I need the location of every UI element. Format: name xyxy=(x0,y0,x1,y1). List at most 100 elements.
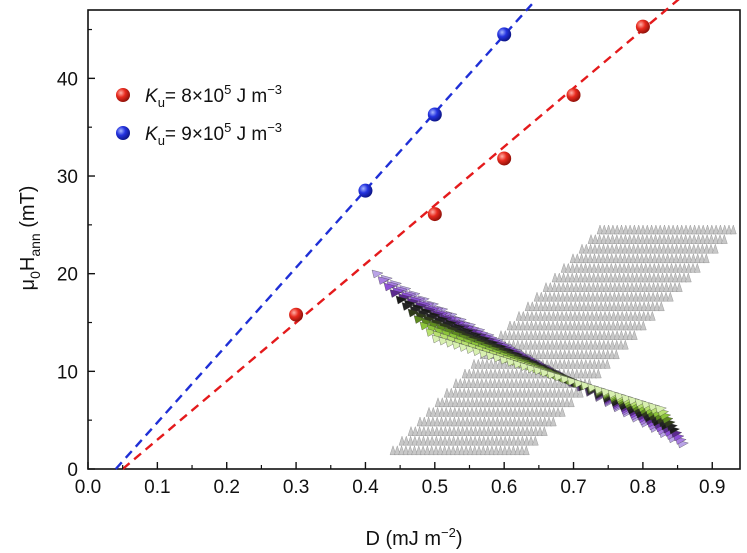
inset-cone-grey xyxy=(633,281,640,292)
inset-cone-grey xyxy=(604,233,612,244)
inset-cone-grey xyxy=(591,253,598,263)
inset-cone-grey xyxy=(652,224,660,235)
inset-cone-grey xyxy=(582,253,590,263)
inset-cone-grey xyxy=(481,416,488,427)
inset-cone-grey xyxy=(623,301,631,311)
inset-cone-grey xyxy=(580,301,588,311)
inset-cone-grey xyxy=(518,339,526,350)
inset-cone-colored xyxy=(438,336,451,346)
legend-label-series-2: Ku= 9×105 J m−3 xyxy=(145,120,282,148)
inset-cone-grey xyxy=(663,281,670,292)
inset-cone-grey xyxy=(699,233,707,244)
inset-cone-grey xyxy=(460,387,468,398)
inset-cone-grey xyxy=(467,445,474,455)
inset-cone-grey xyxy=(516,406,523,417)
inset-cone-grey xyxy=(569,253,577,263)
inset-cone-grey xyxy=(640,320,647,331)
inset-cone-grey xyxy=(530,377,537,388)
inset-cone-grey xyxy=(587,339,595,350)
inset-cone-grey xyxy=(563,310,570,321)
inset-cone-grey xyxy=(415,435,423,446)
inset-cone-grey xyxy=(493,435,500,446)
inset-cone-grey xyxy=(532,416,540,427)
inset-cone-grey xyxy=(538,387,545,398)
inset-cone-grey xyxy=(523,339,530,350)
inset-cone-grey xyxy=(464,406,471,417)
inset-cone-grey xyxy=(716,233,724,244)
inset-cone-grey xyxy=(428,435,436,446)
inset-cone-grey xyxy=(699,224,707,235)
inset-cone-grey xyxy=(594,281,601,292)
inset-cone-grey xyxy=(659,272,666,283)
fit-lines xyxy=(114,0,680,470)
inset-cone-grey xyxy=(554,406,562,417)
inset-cone-grey xyxy=(483,358,491,369)
inset-cone-grey xyxy=(635,233,642,244)
inset-cone-grey xyxy=(544,349,551,359)
inset-cone-grey xyxy=(544,339,552,350)
inset-cone-grey xyxy=(563,397,571,407)
inset-cone-grey xyxy=(441,435,449,446)
inset-cone-grey xyxy=(503,387,511,398)
data-point-series-1 xyxy=(497,151,512,166)
inset-cone-grey xyxy=(512,387,520,398)
inset-cone-grey xyxy=(521,368,529,379)
inset-cone-grey xyxy=(537,406,545,417)
inset-cone-grey xyxy=(487,377,494,388)
inset-cone-grey xyxy=(481,406,489,417)
inset-cone-colored xyxy=(519,362,532,371)
inset-cone-grey xyxy=(548,339,556,350)
inset-cone-colored xyxy=(413,315,426,324)
inset-cone-grey xyxy=(446,435,453,446)
inset-cone-grey xyxy=(606,301,613,311)
inset-cone-grey xyxy=(412,425,419,436)
y-tick-label: 10 xyxy=(57,362,78,383)
inset-cone-colored xyxy=(634,398,647,407)
inset-cone-grey xyxy=(509,368,516,379)
inset-cone-grey xyxy=(654,291,661,302)
inset-cone-grey xyxy=(432,445,440,455)
inset-cone-grey xyxy=(608,262,615,273)
inset-cone-grey xyxy=(485,406,493,417)
inset-cone-grey xyxy=(610,310,617,321)
inset-cone-grey xyxy=(482,387,489,398)
inset-cone-grey xyxy=(625,253,633,263)
inset-cone-grey xyxy=(665,224,673,235)
inset-cone-grey xyxy=(443,387,451,398)
inset-cone-colored xyxy=(621,394,633,403)
inset-cone-grey xyxy=(571,320,578,331)
x-tick-label: 0.4 xyxy=(352,477,379,498)
legend-marker-series-2 xyxy=(116,126,130,140)
inset-cone-colored xyxy=(526,364,539,373)
inset-cone-grey xyxy=(672,262,680,273)
inset-cone-grey xyxy=(623,310,630,321)
inset-cone-grey xyxy=(519,435,526,446)
inset-cone-grey xyxy=(629,262,637,273)
inset-cone-grey xyxy=(581,272,589,283)
y-tick-label: 20 xyxy=(57,265,78,286)
inset-cone-grey xyxy=(515,320,522,331)
inset-cone-grey xyxy=(556,358,564,369)
inset-cone-grey xyxy=(582,368,589,379)
inset-cone-grey xyxy=(626,224,634,235)
inset-cone-grey xyxy=(681,262,688,273)
inset-cone-grey xyxy=(451,416,458,427)
inset-cone-grey xyxy=(559,281,567,292)
inset-cone-grey xyxy=(455,416,462,427)
inset-cone-grey xyxy=(473,387,481,398)
inset-cone-grey xyxy=(442,425,449,436)
inset-cone-grey xyxy=(526,368,533,379)
inset-cone-grey xyxy=(514,329,522,340)
inset-cone-grey xyxy=(532,329,539,340)
inset-cone-grey xyxy=(532,310,540,321)
inset-cone-grey xyxy=(617,339,625,350)
inset-cone-grey xyxy=(452,387,459,398)
inset-cone-grey xyxy=(462,445,470,455)
inset-cone-grey xyxy=(599,253,607,263)
inset-cone-grey xyxy=(567,310,574,321)
inset-cone-grey xyxy=(651,243,659,254)
inset-cone-grey xyxy=(572,281,580,292)
inset-cone-grey xyxy=(486,387,494,398)
inset-cone-colored xyxy=(452,341,464,350)
inset-cone-grey xyxy=(500,377,507,388)
